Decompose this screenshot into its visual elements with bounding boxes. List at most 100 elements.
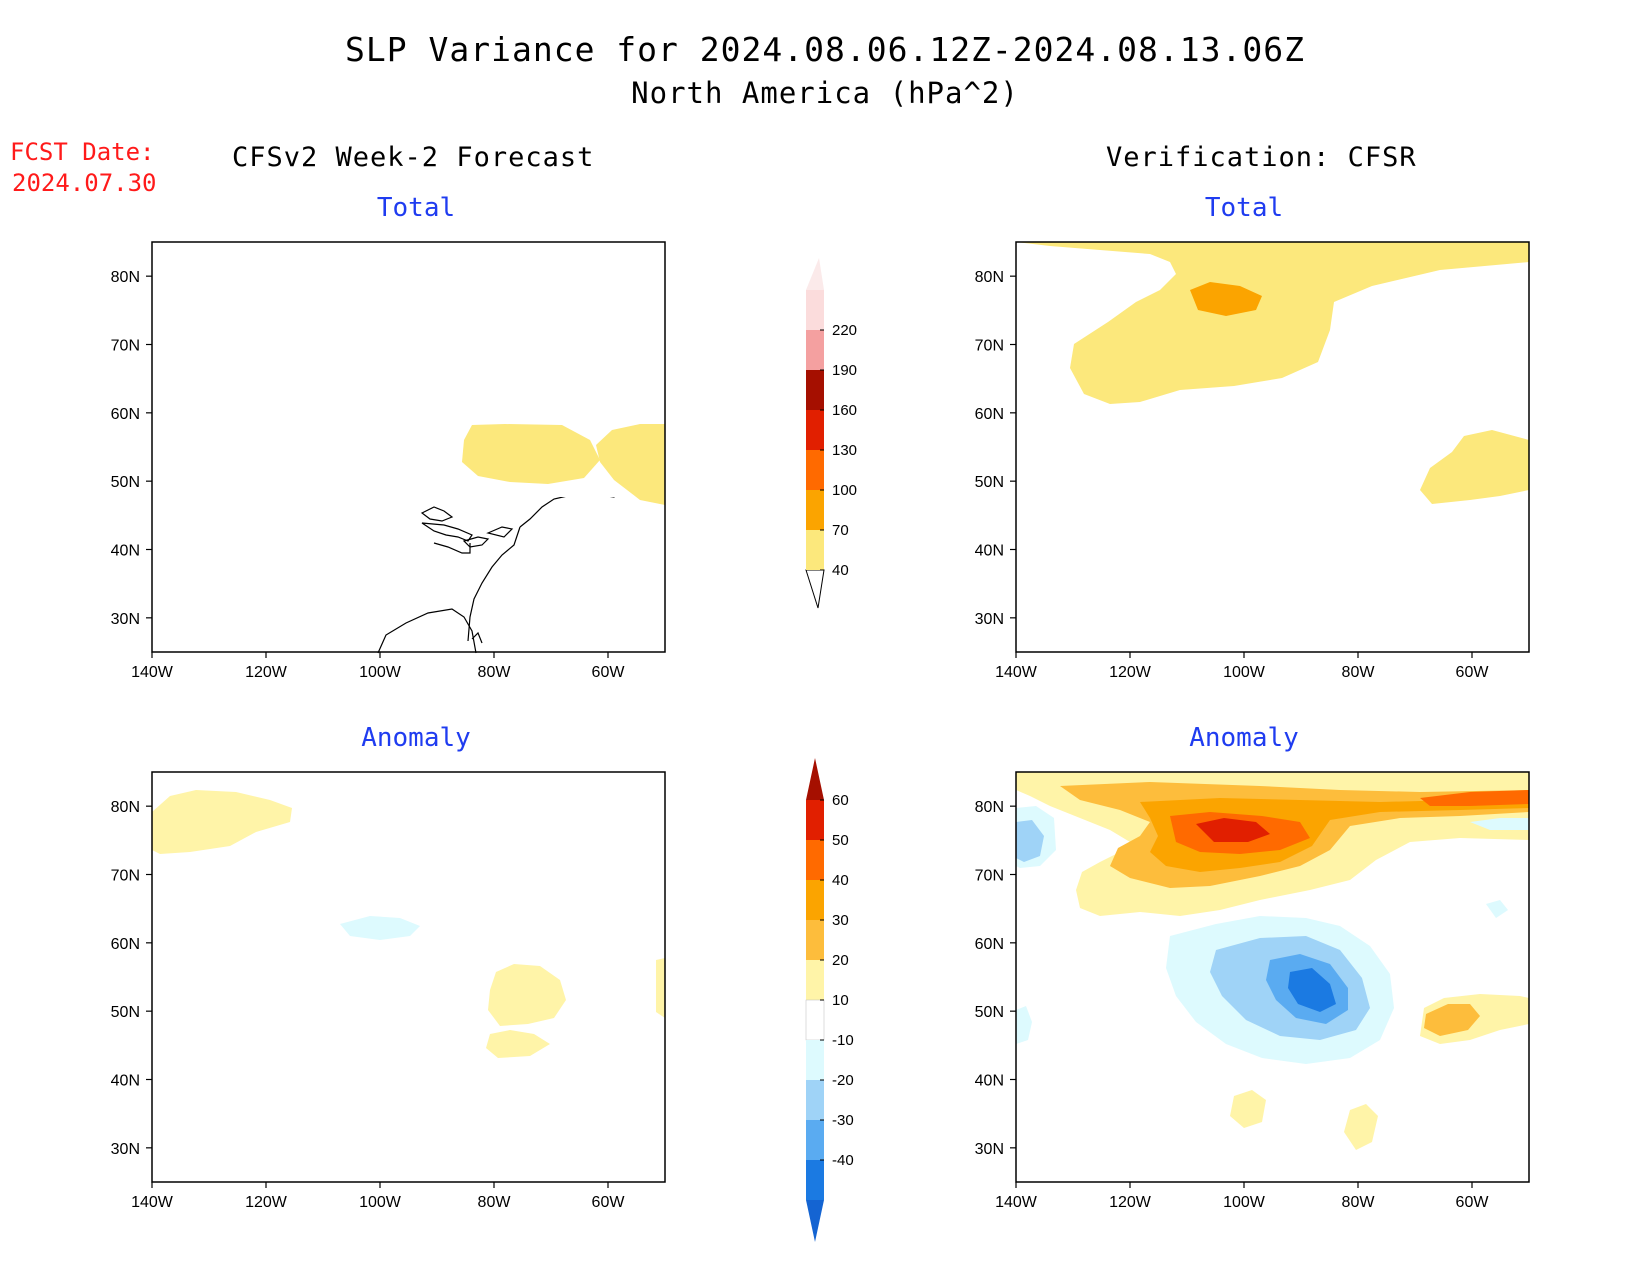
fcst-date-value: 2024.07.30 xyxy=(12,169,157,197)
lon-tick-label: 60W xyxy=(592,1194,626,1211)
colorbar-label: 40 xyxy=(832,872,849,889)
lon-tick-label: 140W xyxy=(131,664,174,681)
lat-tick-label: 80N xyxy=(975,799,1004,816)
lat-tick-label: 40N xyxy=(975,1073,1004,1090)
colorbar-segment xyxy=(805,999,825,1041)
colorbar-lower-arrow xyxy=(805,569,825,609)
colorbar-segment xyxy=(806,490,824,530)
lon-tick-label: 80W xyxy=(478,664,512,681)
shade-pos10-lakes xyxy=(486,1030,550,1058)
lat-tick-label: 30N xyxy=(975,611,1004,628)
colorbar-label: 40 xyxy=(832,562,849,579)
shade-pos40-arctic-east xyxy=(1420,790,1529,806)
shade-40-hudson xyxy=(462,424,600,484)
colorbar-label: 10 xyxy=(832,992,849,1009)
shade-neg10-labrador xyxy=(1486,900,1508,918)
colorbar-segment xyxy=(806,800,824,840)
lat-tick-label: 50N xyxy=(111,1004,140,1021)
lon-tick-label: 80W xyxy=(1342,1194,1376,1211)
colorbar-label: -40 xyxy=(832,1152,854,1169)
colorbar-label: 20 xyxy=(832,952,849,969)
colorbar-segment xyxy=(806,920,824,960)
colorbar-label: 30 xyxy=(832,912,849,929)
shade-pos10-southeast xyxy=(1344,1104,1378,1150)
colorbar-anomaly: 60 50 40 30 20 10 -10 -20 -30 -40 xyxy=(805,758,854,1242)
colorbar-upper-arrow xyxy=(806,258,824,290)
lon-tick-label: 140W xyxy=(131,1194,174,1211)
verification-total-title: Total xyxy=(1204,193,1284,223)
shade-pos50-north xyxy=(1196,818,1270,842)
colorbar-label: 190 xyxy=(832,362,857,379)
shade-neg10-coast xyxy=(1016,1006,1032,1044)
colorbar-label: 220 xyxy=(832,322,857,339)
verification-anomaly-map xyxy=(1015,771,1530,1183)
lon-tick-label: 60W xyxy=(1456,1194,1490,1211)
axes-layer: 80N 70N 60N 50N 40N 30N 140W 120W 100W 80W 60W 80N 7… xyxy=(111,269,1490,1211)
lat-tick-label: 60N xyxy=(975,406,1004,423)
colorbar-label: 100 xyxy=(832,482,857,499)
colorbar-label: 160 xyxy=(832,402,857,419)
verification-anomaly-title: Anomaly xyxy=(1189,723,1299,753)
fcst-date-label: FCST Date: xyxy=(10,138,155,166)
forecast-total-title: Total xyxy=(376,193,456,223)
lat-tick-label: 30N xyxy=(975,1141,1004,1158)
map-frame xyxy=(151,241,666,653)
lon-tick-label: 120W xyxy=(1109,664,1152,681)
colorbar-label: 60 xyxy=(832,792,849,809)
lat-tick-label: 40N xyxy=(975,543,1004,560)
shade-pos10-south xyxy=(1230,1090,1266,1128)
forecast-total-map xyxy=(151,241,666,654)
lat-tick-label: 70N xyxy=(111,338,140,355)
colorbar-segment xyxy=(806,370,824,410)
lat-tick-label: 50N xyxy=(975,1004,1004,1021)
colorbar-label: 130 xyxy=(832,442,857,459)
colorbar-lower-arrow xyxy=(806,1200,824,1242)
forecast-anomaly-title: Anomaly xyxy=(361,723,471,753)
shade-neg20-west xyxy=(1016,820,1044,862)
lon-tick-label: 120W xyxy=(245,1194,288,1211)
lat-tick-label: 50N xyxy=(975,474,1004,491)
lat-tick-label: 80N xyxy=(111,799,140,816)
lon-tick-label: 60W xyxy=(1456,664,1490,681)
lon-tick-label: 100W xyxy=(1223,1194,1266,1211)
lon-tick-label: 60W xyxy=(592,664,626,681)
lon-tick-label: 100W xyxy=(1223,664,1266,681)
colorbar-segment xyxy=(806,530,824,570)
lon-tick-label: 120W xyxy=(245,664,288,681)
colorbar-segment xyxy=(806,1120,824,1160)
verification-total-map xyxy=(1015,241,1530,653)
lat-tick-label: 50N xyxy=(111,474,140,491)
shade-pos10-atlantic xyxy=(656,958,665,1018)
colorbar-label: -20 xyxy=(832,1072,854,1089)
shade-40-atlantic xyxy=(596,424,665,505)
shade-pos10-alaska xyxy=(152,790,292,854)
lat-tick-label: 30N xyxy=(111,1141,140,1158)
colorbar-segment xyxy=(806,1040,824,1080)
shade-40-arctic xyxy=(1016,242,1529,404)
lon-tick-label: 80W xyxy=(478,1194,512,1211)
colorbar-label: -30 xyxy=(832,1112,854,1129)
forecast-anomaly-map xyxy=(151,771,666,1183)
lat-tick-label: 60N xyxy=(975,936,1004,953)
lat-tick-label: 80N xyxy=(111,269,140,286)
lon-tick-label: 80W xyxy=(1342,664,1376,681)
lat-tick-label: 60N xyxy=(111,406,140,423)
colorbar-segment xyxy=(806,1160,824,1200)
main-subtitle: North America (hPa^2) xyxy=(631,76,1019,110)
lat-tick-label: 40N xyxy=(111,1073,140,1090)
colorbar-segment xyxy=(806,410,824,450)
colorbar-total: 40 70 100 130 160 190 220 xyxy=(805,258,857,609)
colorbar-segment xyxy=(806,880,824,920)
colorbar-segment xyxy=(806,840,824,880)
lat-tick-label: 70N xyxy=(111,868,140,885)
lat-tick-label: 70N xyxy=(975,338,1004,355)
colorbar-upper-arrow xyxy=(806,758,824,800)
verification-column-title: Verification: CFSR xyxy=(1106,142,1417,173)
colorbar-segment xyxy=(806,450,824,490)
lon-tick-label: 120W xyxy=(1109,1194,1152,1211)
lon-tick-label: 100W xyxy=(359,664,402,681)
shade-pos20-atlantic xyxy=(1424,1004,1480,1036)
lon-tick-label: 140W xyxy=(995,1194,1038,1211)
lon-tick-label: 100W xyxy=(359,1194,402,1211)
